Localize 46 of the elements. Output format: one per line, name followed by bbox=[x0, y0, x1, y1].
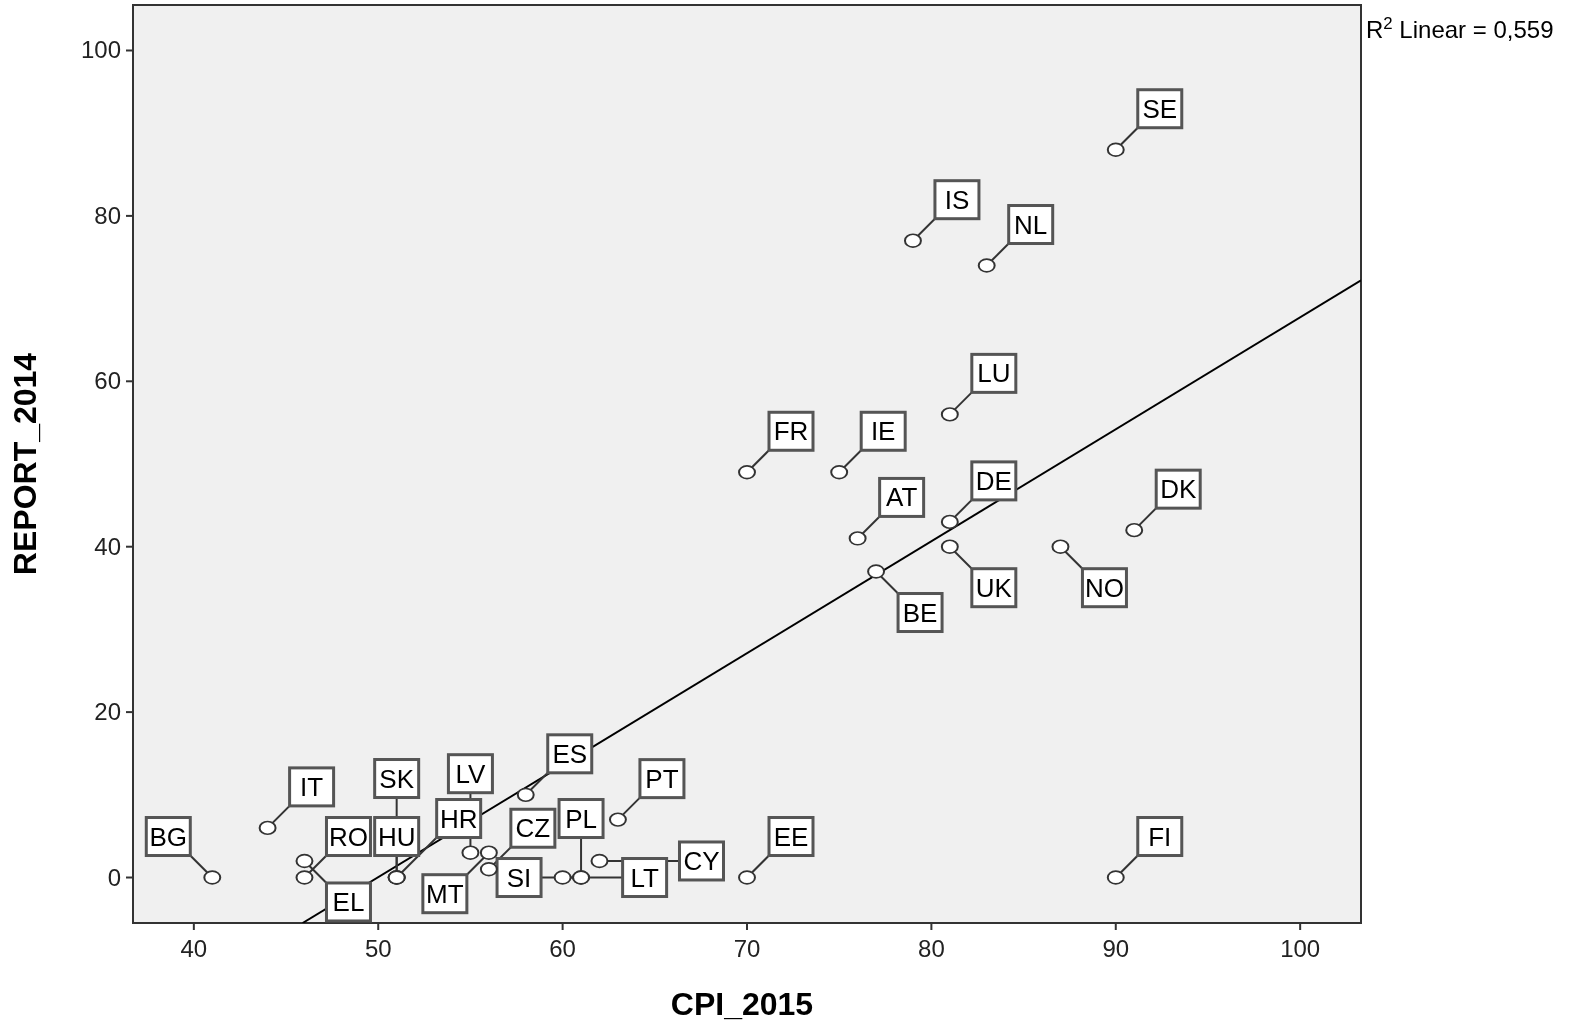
x-axis-title: CPI_2015 bbox=[670, 986, 814, 1022]
y-axis-title: REPORT_2014 bbox=[7, 352, 43, 576]
data-label: IS bbox=[944, 184, 970, 215]
data-label: UK bbox=[975, 572, 1013, 603]
data-label: DE bbox=[975, 465, 1012, 496]
data-label: FR bbox=[773, 416, 809, 447]
y-tick-label: 60 bbox=[94, 367, 121, 395]
x-tick-label: 100 bbox=[1280, 935, 1321, 962]
data-label: NO bbox=[1084, 572, 1124, 603]
x-tick-label: 60 bbox=[549, 935, 576, 962]
data-label: CY bbox=[683, 845, 720, 876]
data-label: RO bbox=[328, 821, 368, 852]
text: R$^{2}$ Linear = 0,559 bbox=[1366, 13, 1554, 43]
data-label: IT bbox=[300, 771, 324, 802]
data-label: CZ bbox=[515, 813, 551, 844]
data-label: NL bbox=[1014, 209, 1048, 240]
y-tick-label: 100 bbox=[80, 36, 121, 64]
data-label: PT bbox=[645, 763, 679, 794]
data-label: FI bbox=[1148, 821, 1172, 852]
data-label: SE bbox=[1142, 93, 1178, 124]
data-label: PL bbox=[565, 803, 597, 834]
data-label: BG bbox=[149, 821, 188, 852]
data-label: EL bbox=[332, 886, 365, 917]
data-label: SK bbox=[379, 763, 415, 794]
x-tick-label: 90 bbox=[1102, 935, 1130, 962]
data-label: DK bbox=[1160, 474, 1197, 505]
data-label: HU bbox=[377, 821, 416, 852]
data-label: AT bbox=[885, 482, 918, 513]
data-label: SI bbox=[506, 862, 532, 893]
y-tick-label: 20 bbox=[94, 698, 121, 726]
y-tick-label: 0 bbox=[107, 863, 121, 891]
y-tick-label: 40 bbox=[94, 532, 121, 560]
data-label: MT bbox=[426, 878, 464, 909]
x-tick-label: 50 bbox=[364, 935, 392, 962]
data-label: HR bbox=[439, 803, 478, 834]
data-label: ES bbox=[552, 738, 588, 769]
data-label: EE bbox=[773, 821, 809, 852]
x-tick-label: 70 bbox=[733, 935, 761, 962]
data-label: LU bbox=[977, 358, 1011, 389]
x-tick-label: 40 bbox=[180, 935, 208, 962]
y-tick-label: 80 bbox=[94, 201, 121, 229]
data-label: IE bbox=[870, 416, 896, 447]
data-label: LV bbox=[455, 758, 487, 789]
data-label: LT bbox=[630, 862, 659, 893]
data-label: BE bbox=[902, 597, 938, 628]
x-tick-label: 80 bbox=[918, 935, 945, 962]
